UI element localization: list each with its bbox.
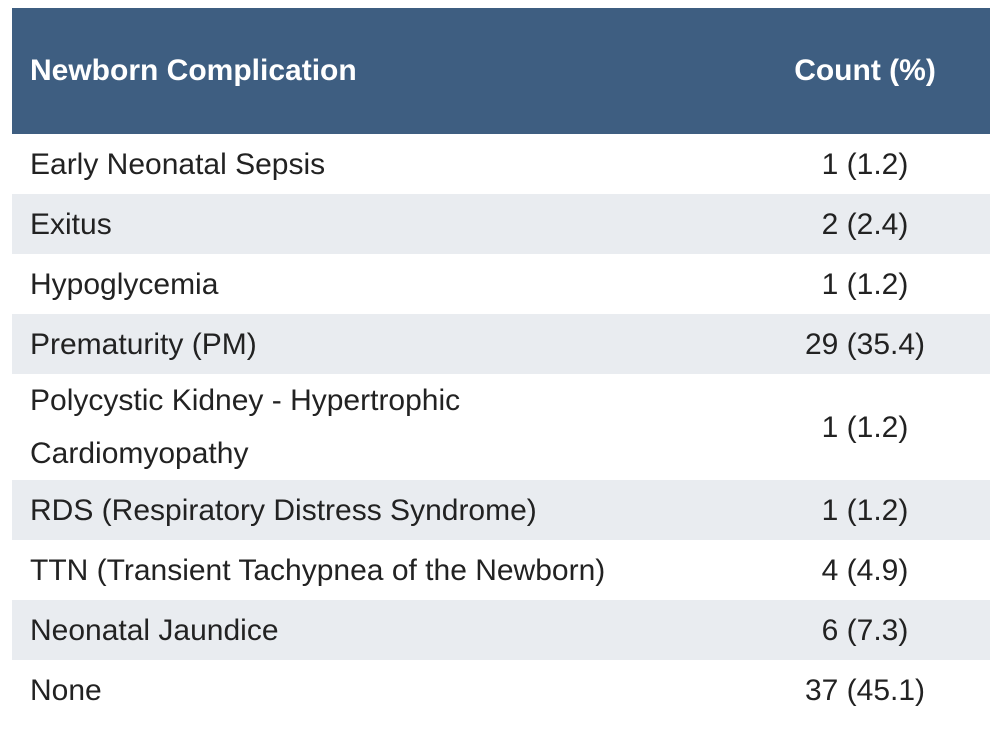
cell-line: RDS (Respiratory Distress Syndrome)	[30, 493, 537, 527]
table-row: Neonatal Jaundice 6 (7.3)	[12, 600, 990, 660]
count-cell: 37 (45.1)	[804, 673, 926, 707]
cell-line: Polycystic Kidney - Hypertrophic	[30, 384, 461, 417]
header-cell: Count (%)	[740, 8, 990, 134]
table-body: Early Neonatal Sepsis 1 (1.2) Exitus 2 (2.4…	[12, 134, 990, 720]
table-row: None 37 (45.1)	[12, 660, 990, 720]
count-cell: 1 (1.2)	[821, 410, 909, 444]
count-cell: 1 (1.2)	[740, 480, 990, 540]
count-cell: 6 (7.3)	[740, 600, 990, 660]
complication-cell: Hypoglycemia	[12, 254, 740, 314]
table-container: Newborn Complication Count (%) Early Neo…	[12, 8, 990, 720]
count-cell: 2 (2.4)	[740, 194, 990, 254]
cell-line: Hypoglycemia	[30, 267, 219, 301]
complication-cell: Early Neonatal Sepsis	[12, 134, 740, 194]
table-row: TTN (Transient Tachypnea of the Newborn)…	[12, 540, 990, 600]
count-cell: 29 (35.4)	[740, 314, 990, 374]
table-row: Early Neonatal Sepsis 1 (1.2)	[12, 134, 990, 194]
count-cell: 4 (4.9)	[821, 553, 909, 587]
complication-cell: RDS (Respiratory Distress Syndrome)	[12, 480, 740, 540]
complication-cell: Exitus	[12, 194, 740, 254]
complication-cell: TTN (Transient Tachypnea of the Newborn)	[12, 540, 740, 600]
header-cell: Newborn Complication	[12, 8, 740, 134]
header-row: Newborn Complication Count (%)	[12, 8, 990, 134]
cell-line: TTN (Transient Tachypnea of the Newborn)	[30, 553, 606, 587]
table-row: RDS (Respiratory Distress Syndrome) 1 (1.…	[12, 480, 990, 540]
cell-line: None	[30, 673, 102, 707]
table-row: Hypoglycemia 1 (1.2)	[12, 254, 990, 314]
count-cell: 1 (1.2)	[821, 147, 909, 181]
table-row: Polycystic Kidney - Hypertrophic Cardiomy…	[12, 374, 990, 480]
count-cell: 1 (1.2)	[821, 267, 909, 301]
table-head: Newborn Complication Count (%)	[12, 8, 990, 134]
complication-cell: None	[12, 660, 740, 720]
cell-line: Exitus	[30, 207, 112, 241]
cell-line: Cardiomyopathy	[30, 437, 249, 470]
complication-cell: Neonatal Jaundice	[12, 600, 740, 660]
complication-cell: Prematurity (PM)	[12, 314, 740, 374]
table-row: Exitus 2 (2.4)	[12, 194, 990, 254]
cell-line: Neonatal Jaundice	[30, 613, 279, 647]
complication-cell: Polycystic Kidney - Hypertrophic Cardiomy…	[12, 374, 740, 480]
cell-line: Prematurity (PM)	[30, 327, 257, 361]
complication-table: Newborn Complication Count (%) Early Neo…	[12, 8, 990, 720]
table-row: Prematurity (PM) 29 (35.4)	[12, 314, 990, 374]
cell-line: Early Neonatal Sepsis	[30, 147, 326, 181]
